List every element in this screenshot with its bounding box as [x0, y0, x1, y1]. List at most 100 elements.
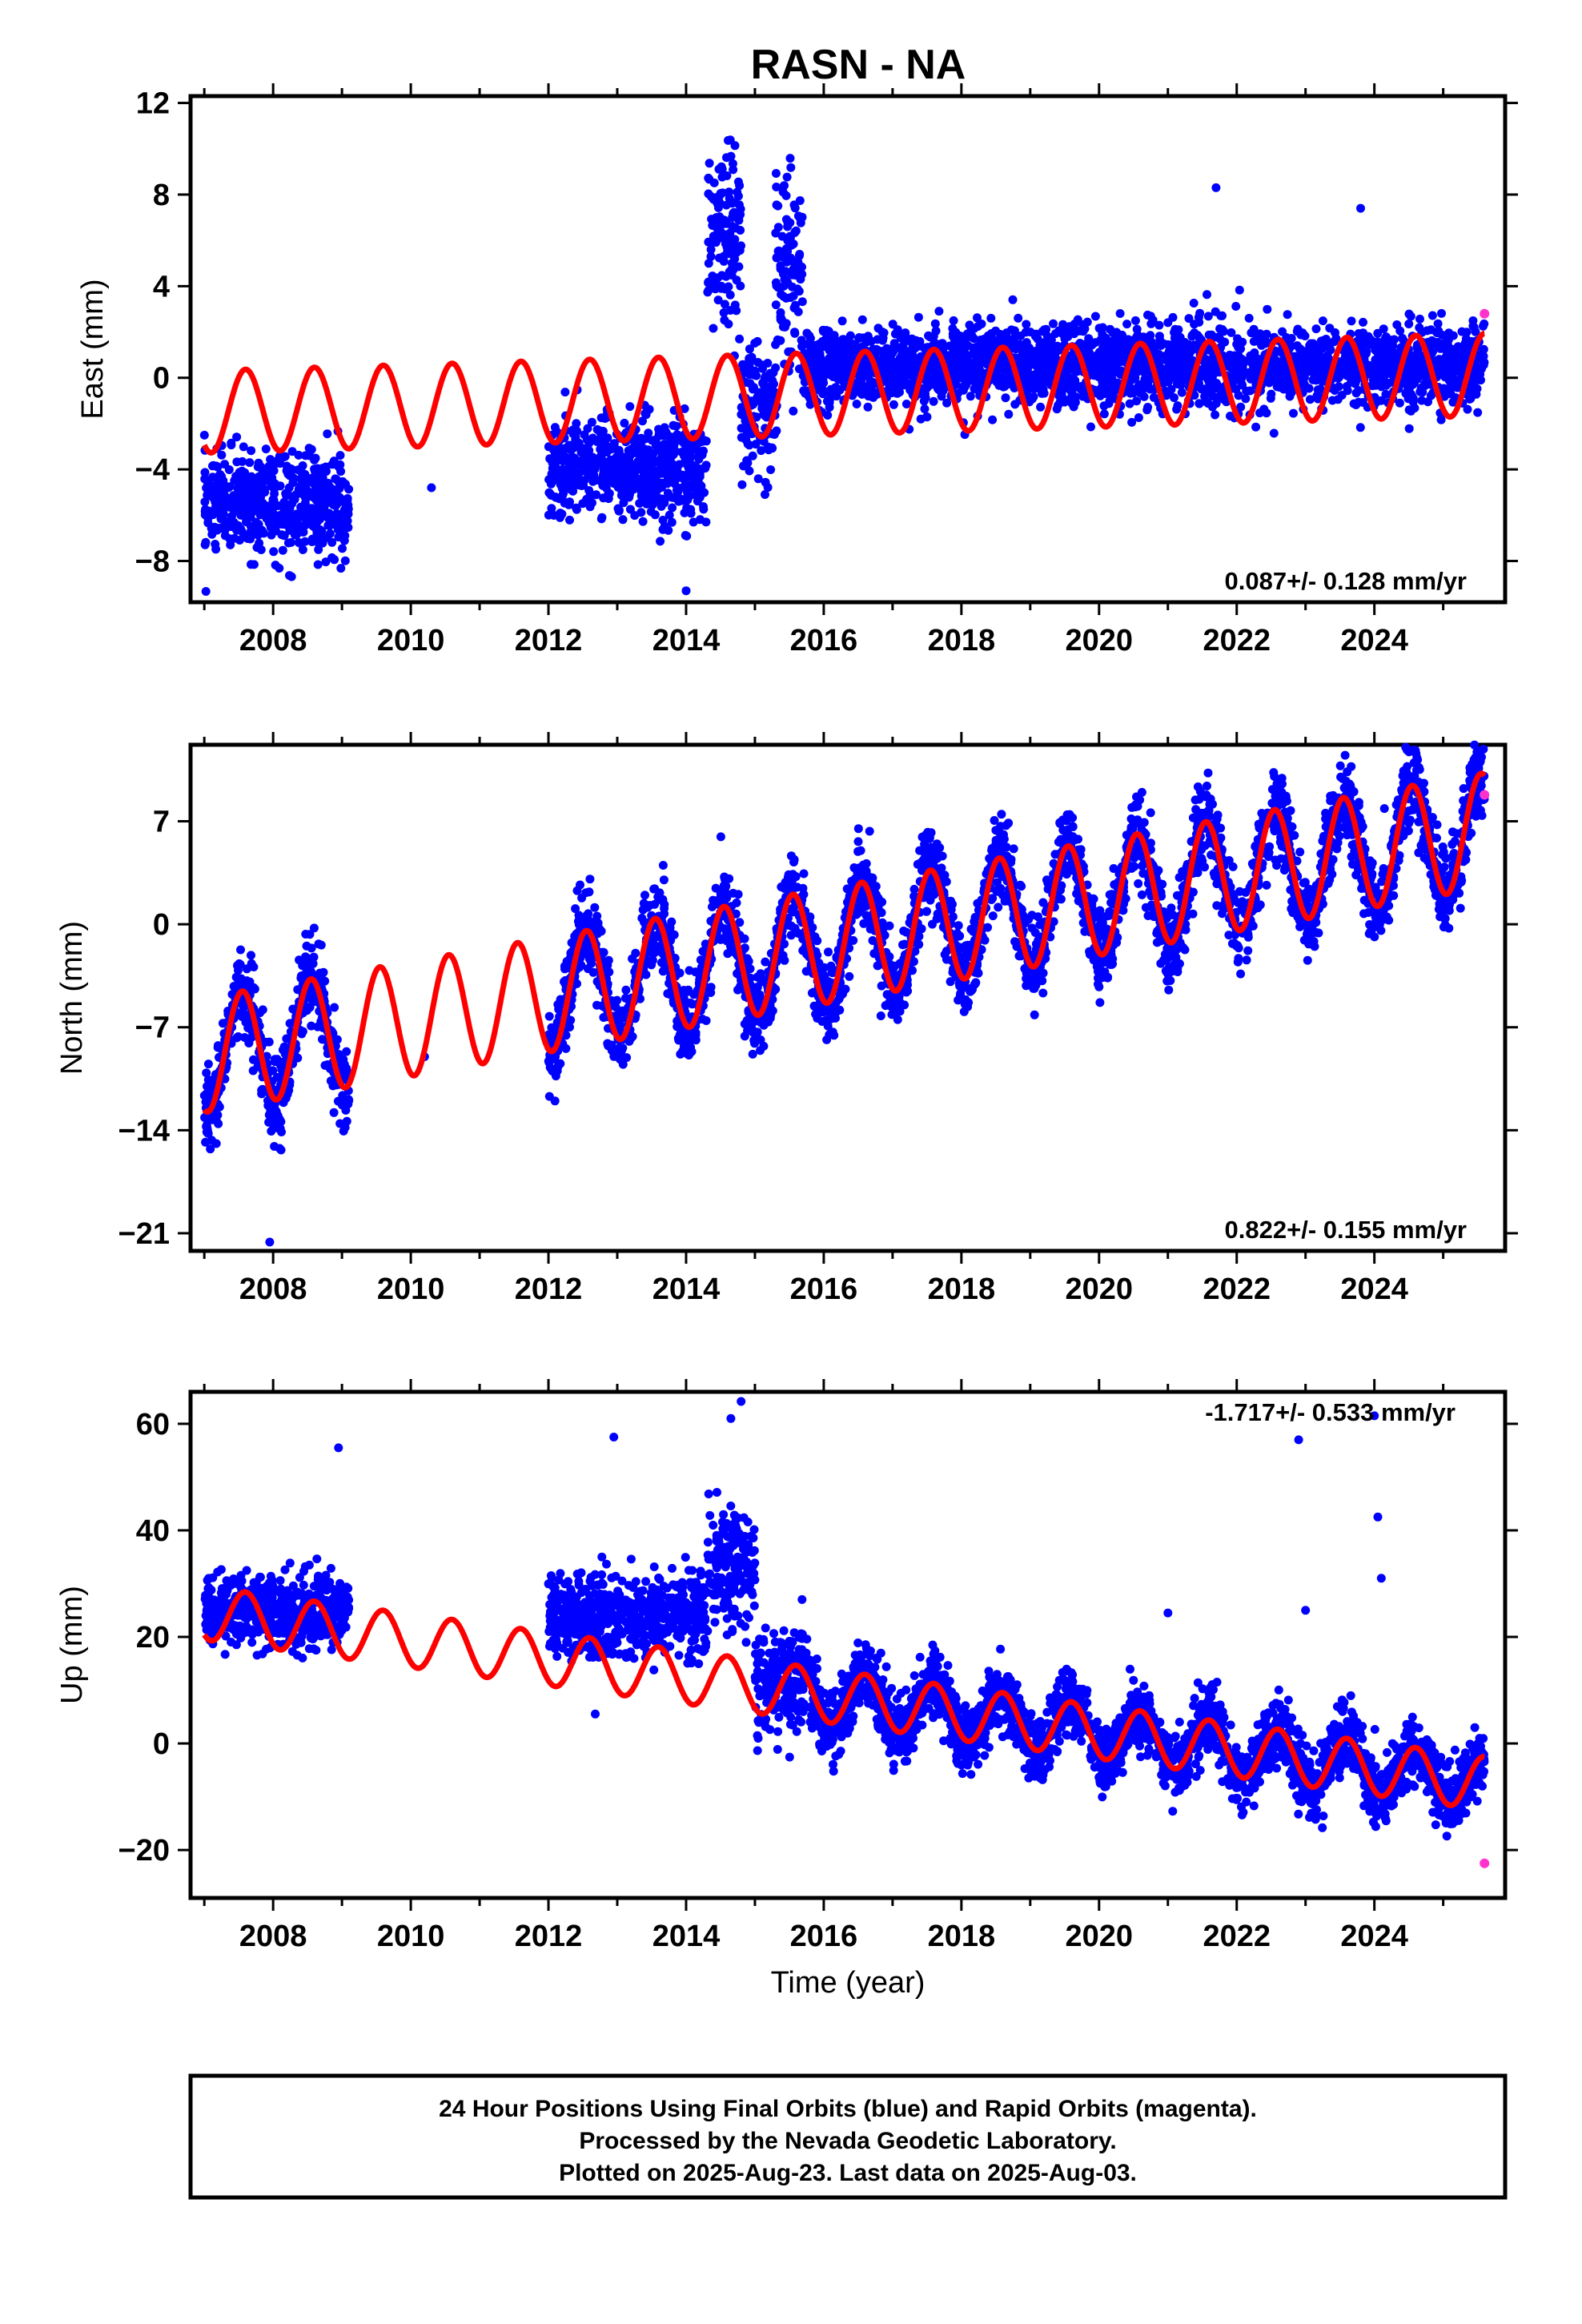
north-data-point	[342, 1116, 351, 1126]
east-data-point	[1195, 399, 1204, 408]
east-data-point	[686, 505, 696, 514]
east-data-point	[200, 468, 210, 477]
north-data-point	[316, 940, 326, 950]
east-data-point	[240, 476, 250, 485]
east-data-point	[618, 488, 628, 497]
east-data-point	[557, 509, 567, 519]
east-data-point	[1355, 423, 1365, 432]
east-data-point	[211, 461, 221, 471]
east-data-point	[802, 328, 812, 338]
east-data-point	[1175, 332, 1185, 342]
north-data-point	[329, 1108, 339, 1117]
east-data-point	[635, 499, 644, 508]
east-data-point	[913, 312, 923, 322]
east-data-point	[335, 483, 344, 493]
east-data-point	[268, 495, 278, 505]
east-data-point	[1442, 385, 1452, 394]
east-data-point	[300, 537, 310, 546]
east-data-point	[958, 382, 967, 392]
east-data-point	[825, 403, 834, 412]
east-data-point	[1189, 299, 1199, 308]
east-data-point	[1203, 312, 1213, 321]
east-x-tick-label: 2012	[515, 624, 583, 657]
east-data-point	[223, 517, 232, 526]
east-data-point	[685, 460, 694, 469]
east-data-point	[764, 445, 773, 455]
east-data-point	[815, 345, 824, 354]
east-data-point	[773, 223, 783, 232]
east-data-point	[1049, 319, 1058, 328]
east-data-point	[1443, 368, 1452, 377]
east-data-point	[575, 456, 584, 466]
east-data-point	[761, 477, 770, 487]
east-data-point	[1106, 345, 1115, 355]
east-data-point	[966, 392, 975, 401]
east-data-point	[1299, 347, 1308, 356]
east-data-point	[689, 517, 698, 527]
east-y-tick-label: 0	[153, 362, 170, 396]
east-data-point	[722, 171, 732, 180]
east-data-point	[1255, 408, 1264, 418]
east-data-point	[790, 328, 800, 338]
east-data-point	[339, 536, 349, 545]
east-x-tick-label: 2008	[239, 624, 307, 657]
east-data-point	[578, 499, 588, 509]
east-data-point	[1078, 392, 1088, 401]
north-data-point	[339, 1126, 348, 1136]
east-data-point	[275, 564, 284, 573]
east-data-point	[658, 516, 668, 525]
east-data-point	[1312, 391, 1322, 400]
east-data-point	[1036, 364, 1046, 373]
east-data-point	[1453, 363, 1463, 372]
east-data-point	[1267, 389, 1276, 399]
east-data-point	[756, 388, 765, 397]
east-data-point	[207, 524, 216, 533]
east-data-point	[681, 480, 690, 489]
east-y-tick-label: 12	[136, 87, 170, 121]
east-data-point	[325, 492, 335, 501]
north-data-point	[330, 1003, 339, 1012]
east-x-tick-label: 2020	[1066, 624, 1134, 657]
east-data-point	[654, 429, 664, 439]
east-data-point	[1174, 325, 1183, 335]
east-data-point	[217, 450, 227, 460]
north-data-point	[275, 1144, 284, 1153]
north-data-point	[233, 961, 242, 971]
east-data-point	[648, 458, 658, 468]
east-data-point	[1275, 376, 1284, 385]
east-data-point	[304, 444, 314, 453]
east-data-point	[733, 187, 742, 197]
east-data-point	[1259, 337, 1268, 347]
east-data-point	[300, 469, 310, 479]
east-data-point	[963, 340, 973, 350]
east-data-point	[793, 307, 803, 316]
east-data-point	[825, 370, 835, 380]
east-data-point	[749, 383, 758, 392]
east-data-point	[269, 547, 279, 557]
east-data-point	[625, 505, 635, 514]
east-data-point	[745, 344, 754, 354]
east-data-point	[852, 400, 861, 408]
east-data-point	[1098, 342, 1108, 352]
east-data-point	[638, 517, 648, 526]
east-data-point	[667, 517, 677, 527]
east-data-point	[888, 320, 897, 329]
east-x-tick-label: 2010	[377, 624, 445, 657]
east-data-point	[793, 211, 803, 221]
east-data-point	[666, 436, 676, 446]
east-data-point	[609, 456, 619, 465]
east-data-point	[772, 281, 781, 291]
east-data-point	[333, 460, 342, 470]
east-data-point	[1154, 320, 1164, 330]
east-data-point	[1436, 339, 1446, 348]
east-data-point	[837, 374, 846, 383]
east-data-point	[1122, 320, 1132, 329]
east-data-point	[1178, 355, 1187, 364]
east-y-tick-label: −4	[135, 453, 170, 487]
east-data-point	[1042, 324, 1051, 334]
east-data-point	[1132, 396, 1142, 406]
east-data-point	[1298, 328, 1307, 338]
east-data-point	[270, 512, 279, 521]
east-data-point	[335, 451, 345, 460]
east-data-point	[583, 424, 592, 433]
